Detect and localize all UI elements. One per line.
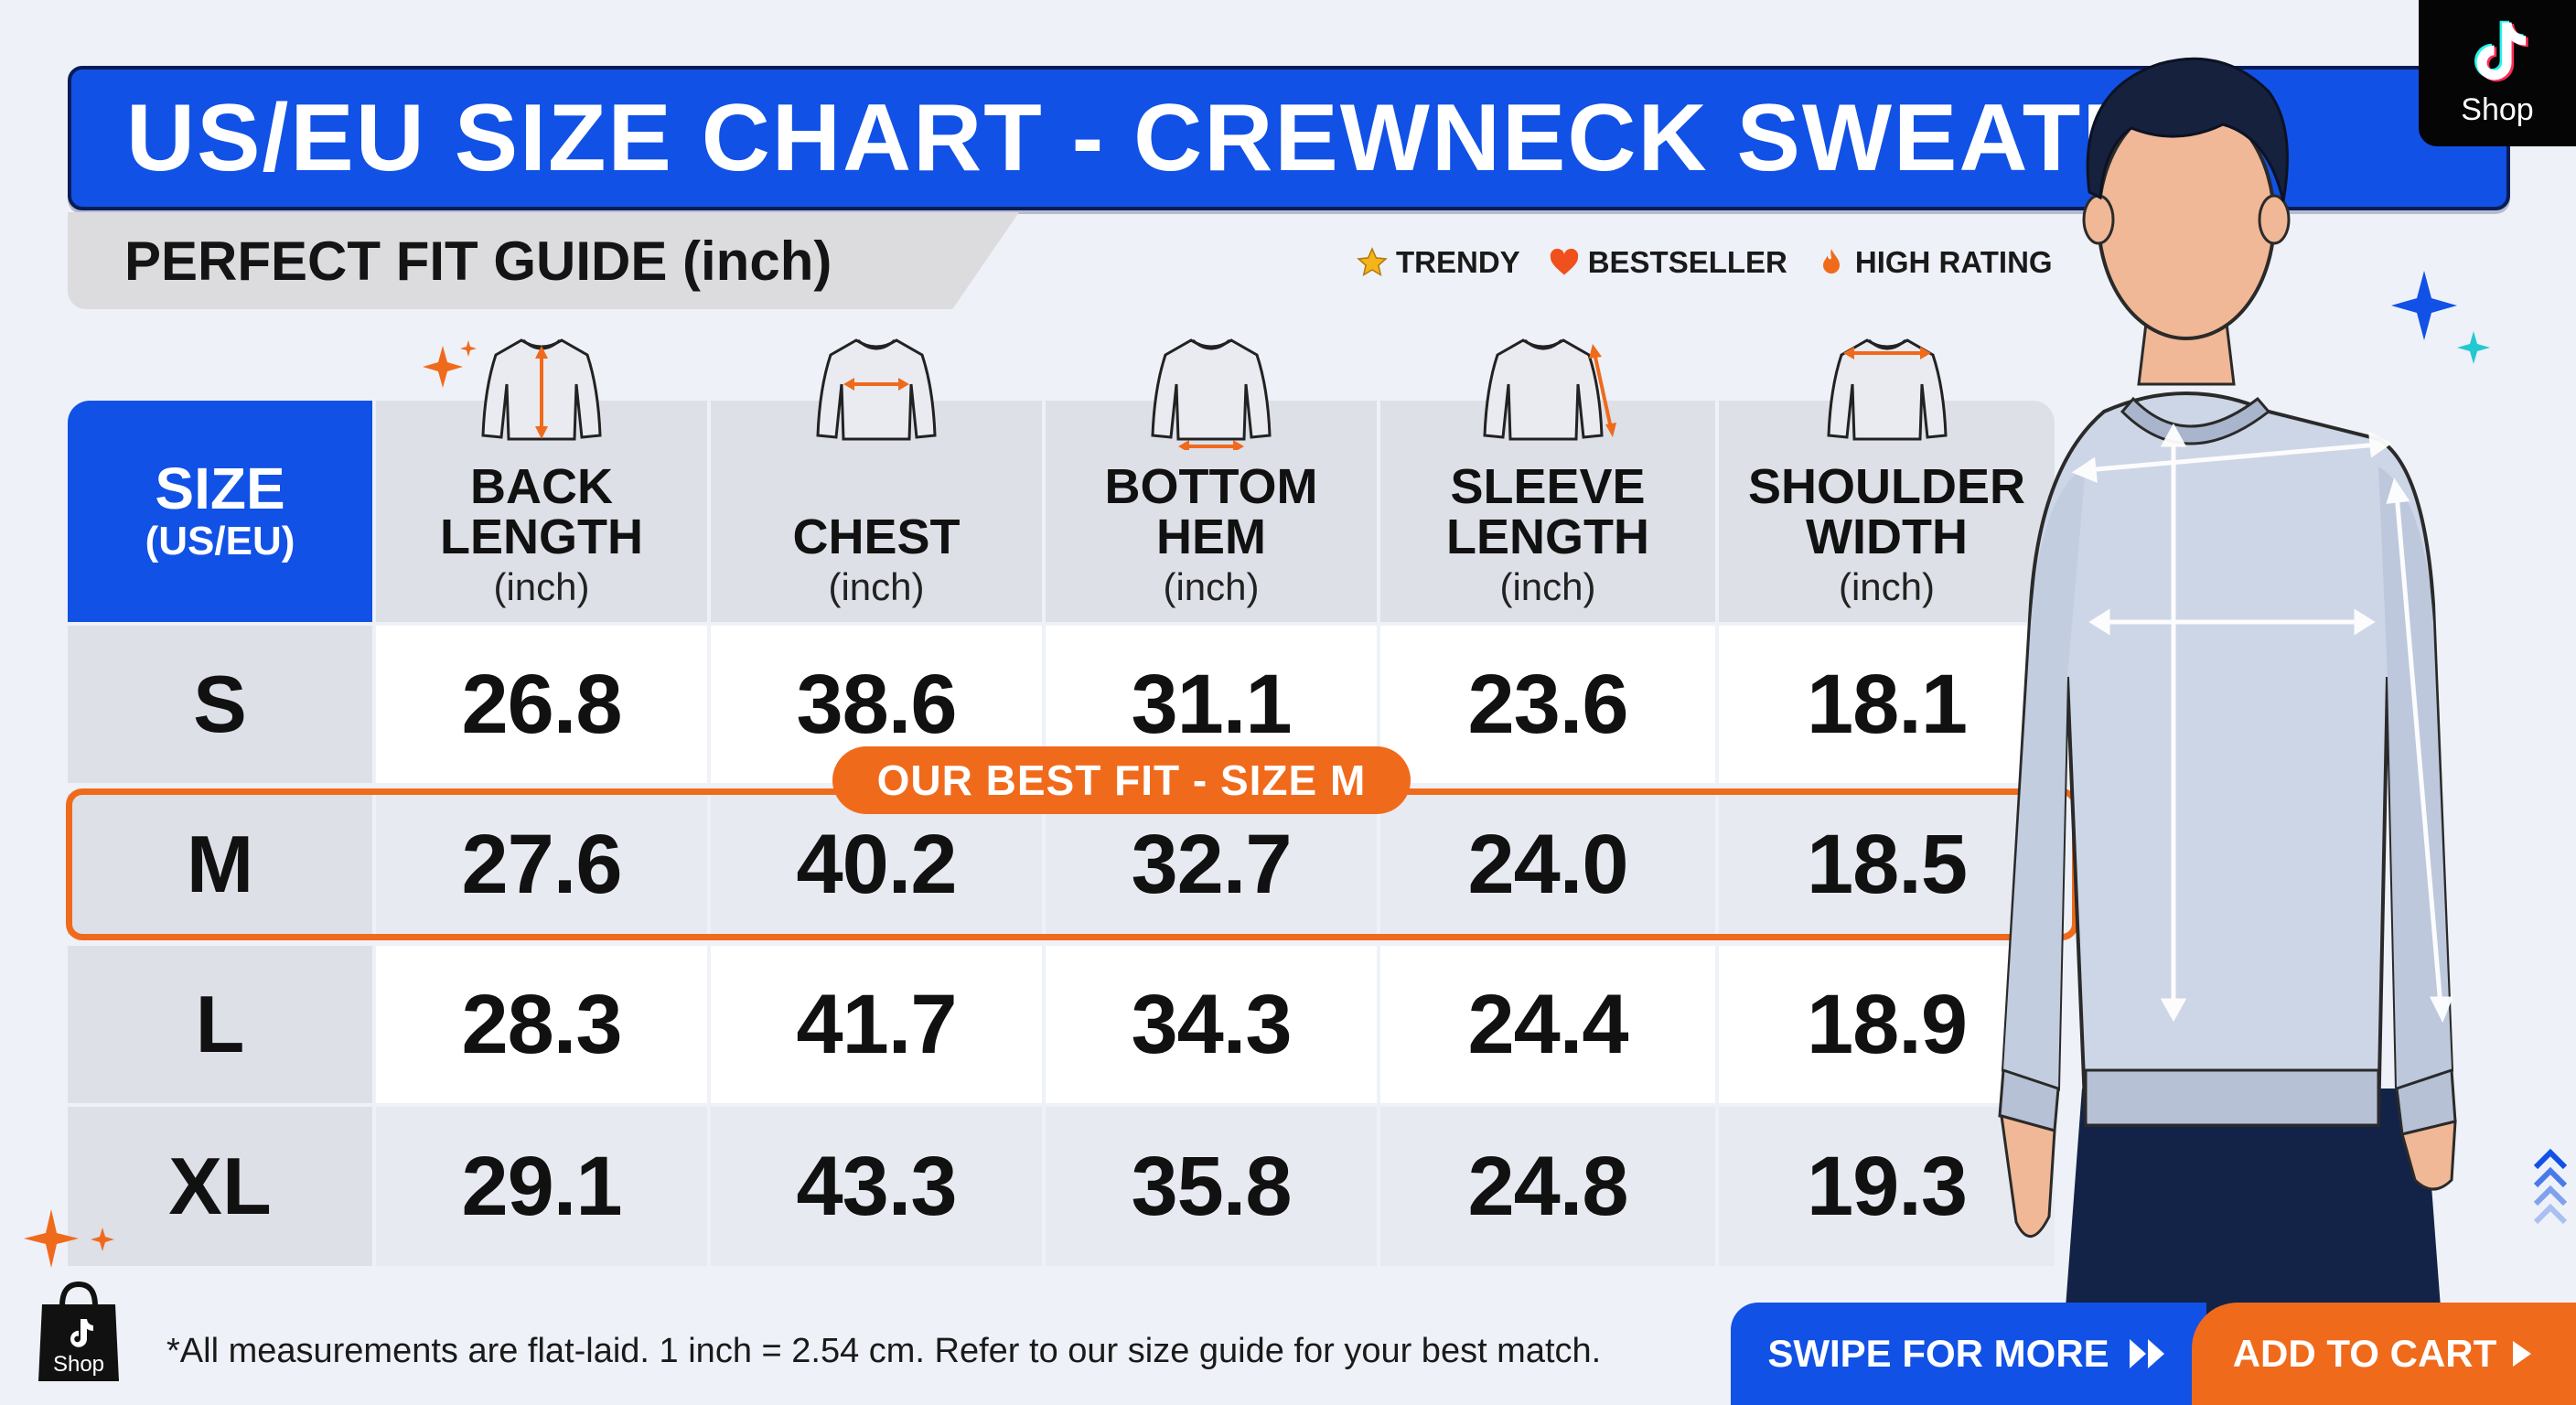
measurement-note: *All measurements are flat-laid. 1 inch … — [166, 1332, 1602, 1370]
heart-icon — [1550, 248, 1578, 275]
badge-high-rating: HIGH RATING — [1815, 245, 2053, 280]
column-header-chest: CHEST (inch) — [711, 338, 1042, 622]
sweater-bottom-hem-icon — [1151, 338, 1272, 450]
badge-list: TRENDY BESTSELLER HIGH RATING — [1356, 245, 2053, 280]
table-cell: 41.7 — [711, 946, 1042, 1103]
sweater-shoulder-width-icon — [1826, 338, 1948, 441]
table-cell: 26.8 — [376, 626, 707, 783]
table-cell: 40.2 — [711, 794, 1042, 935]
size-column-header: SIZE (US/EU) — [68, 401, 372, 622]
table-cell: 18.9 — [1719, 946, 2055, 1103]
star-icon — [1357, 247, 1388, 277]
table-cell: 32.7 — [1046, 794, 1377, 935]
size-label-xl: XL — [68, 1107, 372, 1266]
sparkle-icon — [24, 1209, 114, 1268]
size-label-m: M — [68, 794, 372, 935]
page-title: US/EU SIZE CHART - CREWNECK SWEATER — [126, 84, 2218, 191]
swipe-for-more-button[interactable]: SWIPE FOR MORE — [1731, 1303, 2206, 1405]
table-cell: 24.8 — [1380, 1107, 1715, 1266]
model-illustration — [1998, 57, 2568, 1405]
badge-bestseller: BESTSELLER — [1548, 245, 1787, 280]
table-cell: 24.4 — [1380, 946, 1715, 1103]
column-header-back-length: BACK LENGTH (inch) — [376, 338, 707, 622]
sparkle-icon — [423, 340, 477, 388]
shopping-bag-icon — [38, 1281, 119, 1381]
size-label-s: S — [68, 626, 372, 783]
double-chevron-right-icon — [2129, 1339, 2164, 1368]
shop-bag-button[interactable]: Shop — [35, 1279, 123, 1385]
table-cell: 34.3 — [1046, 946, 1377, 1103]
size-chart-table: SIZE (US/EU) BACK LENGTH (inch) CHEST (i… — [66, 338, 2078, 1266]
column-header-shoulder-width: SHOULDER WIDTH (inch) — [1719, 338, 2055, 622]
table-cell: 24.0 — [1380, 794, 1715, 935]
sweater-back-length-icon — [481, 338, 602, 441]
flame-icon — [1822, 249, 1840, 273]
chevron-right-icon — [2513, 1341, 2532, 1367]
table-cell: 35.8 — [1046, 1107, 1377, 1266]
subtitle-banner: PERFECT FIT GUIDE (inch) — [68, 212, 1019, 309]
table-cell: 18.1 — [1719, 626, 2055, 783]
badge-trendy: TRENDY — [1356, 245, 1520, 280]
table-cell: 18.5 — [1719, 794, 2055, 935]
swipe-label: SWIPE FOR MORE — [1767, 1332, 2109, 1375]
tiktok-icon — [2474, 20, 2528, 81]
table-cell: 29.1 — [376, 1107, 707, 1266]
table-cell: 28.3 — [376, 946, 707, 1103]
sweater-sleeve-length-icon — [1483, 338, 1616, 441]
tiktok-shop-tag[interactable]: Shop — [2419, 0, 2576, 146]
table-cell: 19.3 — [1719, 1107, 2055, 1266]
column-header-sleeve-length: SLEEVE LENGTH (inch) — [1380, 338, 1715, 622]
size-label-l: L — [68, 946, 372, 1103]
table-cell: 43.3 — [711, 1107, 1042, 1266]
sweater-chest-icon — [816, 338, 937, 441]
page-subtitle: PERFECT FIT GUIDE (inch) — [124, 230, 832, 292]
add-to-cart-button[interactable]: ADD TO CART — [2192, 1303, 2576, 1405]
column-header-bottom-hem: BOTTOM HEM (inch) — [1046, 338, 1377, 622]
table-cell: 23.6 — [1380, 626, 1715, 783]
table-cell: 27.6 — [376, 794, 707, 935]
best-fit-label: OUR BEST FIT - SIZE M — [832, 746, 1411, 814]
cart-label: ADD TO CART — [2232, 1332, 2497, 1375]
